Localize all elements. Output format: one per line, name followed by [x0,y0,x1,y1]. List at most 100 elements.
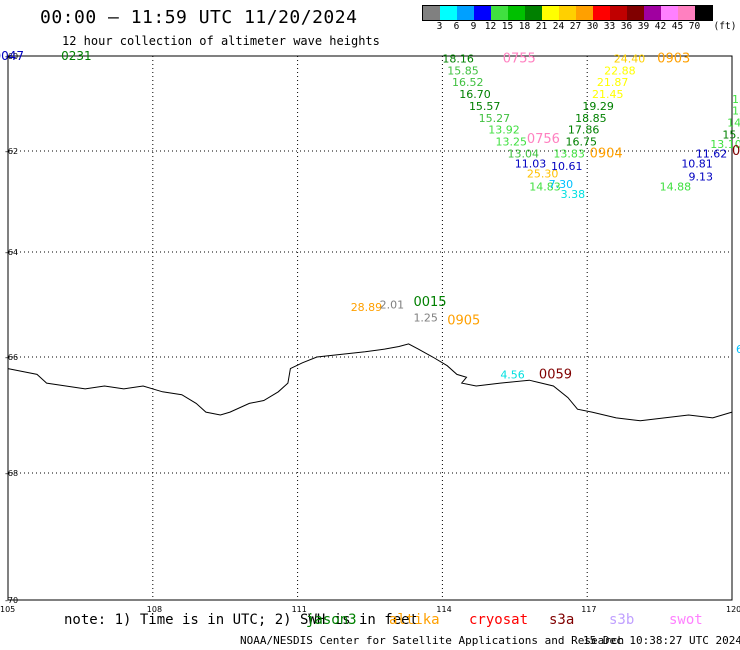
legend-label: 42 [654,21,667,32]
wave-height-label: 4.56 [500,368,525,381]
generated-timestamp: 15 Dec 10:38:27 UTC 2024 [583,634,740,647]
wave-height-label: 7.30 [549,178,574,191]
wave-height-label: 15 [732,93,740,106]
wave-height-label: 16.75 [565,136,597,149]
wave-height-label: 13.83 [553,148,585,161]
longitude-label: 117 [581,605,596,614]
pass-time-label: 0755 [503,51,536,66]
legend-swatch [508,6,525,20]
legend-swatch [440,6,457,20]
longitude-label: 111 [292,605,307,614]
pass-time-label: 0015 [413,295,446,310]
legend-swatch [661,6,678,20]
latitude-label: -70 [5,596,18,605]
pass-time-label: 0903 [657,51,690,66]
latitude-label: -62 [5,147,18,156]
legend-label: 9 [470,21,477,32]
wave-height-label: 22.88 [604,64,636,77]
latitude-label: -64 [5,248,18,257]
latitude-label: -60 [5,52,18,61]
satellite-legend-s3a: s3a [549,612,575,628]
wave-height-label: 15.57 [469,100,501,113]
wave-height-label: 15.27 [479,112,511,125]
wave-height-label: 10.81 [681,158,713,171]
legend-label: 18 [518,21,531,32]
map-frame [7,55,733,601]
legend-swatch [610,6,627,20]
legend-label: 33 [603,21,616,32]
wave-height-label: 13.10 [710,138,740,151]
satellite-legend-cryosat: cryosat [469,612,529,628]
latitude-label: -66 [5,353,18,362]
wave-height-label: 14.88 [660,180,692,193]
wave-height-label: 13.92 [488,124,519,137]
legend-label: 27 [569,21,582,32]
latitude-label: -68 [5,469,18,478]
wave-height-label: 11.03 [515,158,547,171]
pass-time-label: 0905 [447,313,480,328]
legend-label: 30 [586,21,599,32]
legend-swatch [695,6,712,20]
wave-height-label: 0 [732,144,740,159]
wave-height-label: 1.25 [413,312,438,325]
wave-height-label: 28.89 [351,301,383,314]
legend-label: 21 [535,21,548,32]
color-scale-legend [422,5,713,21]
page-subtitle: 12 hour collection of altimeter wave hei… [62,34,380,48]
legend-swatch [491,6,508,20]
longitude-label: 105 [0,605,15,614]
wave-height-label: 25.30 [527,168,559,181]
legend-swatch [678,6,695,20]
legend-swatch [525,6,542,20]
wave-height-label: 11.62 [696,148,728,161]
wave-height-label: 14.13 [727,117,740,130]
legend-swatch [423,6,440,20]
wave-height-label: 17.86 [568,124,600,137]
legend-swatch [644,6,661,20]
legend-swatch [474,6,491,20]
pass-time-label: 0756 [527,132,560,147]
longitude-label: 108 [147,605,162,614]
wave-height-label: 21.45 [592,88,624,101]
wave-height-label: 16.70 [459,88,491,101]
wave-height-label: 15.85 [447,64,479,77]
wave-height-label: 18.16 [442,52,474,65]
wave-height-label: 2.01 [380,299,405,312]
legend-unit: (ft) [713,21,737,32]
legend-label: 6 [453,21,460,32]
wave-height-label: 24.40 [614,52,646,65]
legend-label: 3 [436,21,443,32]
satellite-legend-altika: altika [389,612,440,628]
legend-label: 15 [501,21,514,32]
pass-time-label: 0059 [539,367,572,382]
satellite-legend-swot: swot [669,612,703,628]
pass-time-label: 0904 [590,147,623,162]
wave-height-label: 13.04 [508,148,540,161]
page-title: 00:00 – 11:59 UTC 11/20/2024 [40,7,358,28]
wave-height-label: 21.87 [597,76,629,89]
footer-note: note: 1) Time is in UTC; 2) SWH is in fe… [64,612,419,628]
satellite-legend-s3b: s3b [609,612,635,628]
legend-swatch [457,6,474,20]
legend-label: 45 [671,21,684,32]
legend-label: 12 [484,21,497,32]
legend-swatch [576,6,593,20]
antarctic-coastline [7,343,733,422]
legend-label: 36 [620,21,633,32]
credit-line: NOAA/NESDIS Center for Satellite Applica… [240,634,625,647]
wave-height-label: 15 [732,105,740,118]
satellite-legend-jason3: jason3 [306,612,357,628]
wave-height-label: 14.83 [529,180,561,193]
legend-label: 70 [688,21,701,32]
wave-height-label: 13.25 [495,136,527,149]
legend-label: 39 [637,21,650,32]
legend-swatch [542,6,559,20]
legend-label: 24 [552,21,565,32]
longitude-label: 114 [436,605,451,614]
wave-height-label: 15.10 [722,128,740,141]
pass-time-label: 0231 [61,49,92,63]
legend-swatch [593,6,610,20]
wave-height-label: 16.52 [452,76,484,89]
longitude-label: 120 [726,605,740,614]
